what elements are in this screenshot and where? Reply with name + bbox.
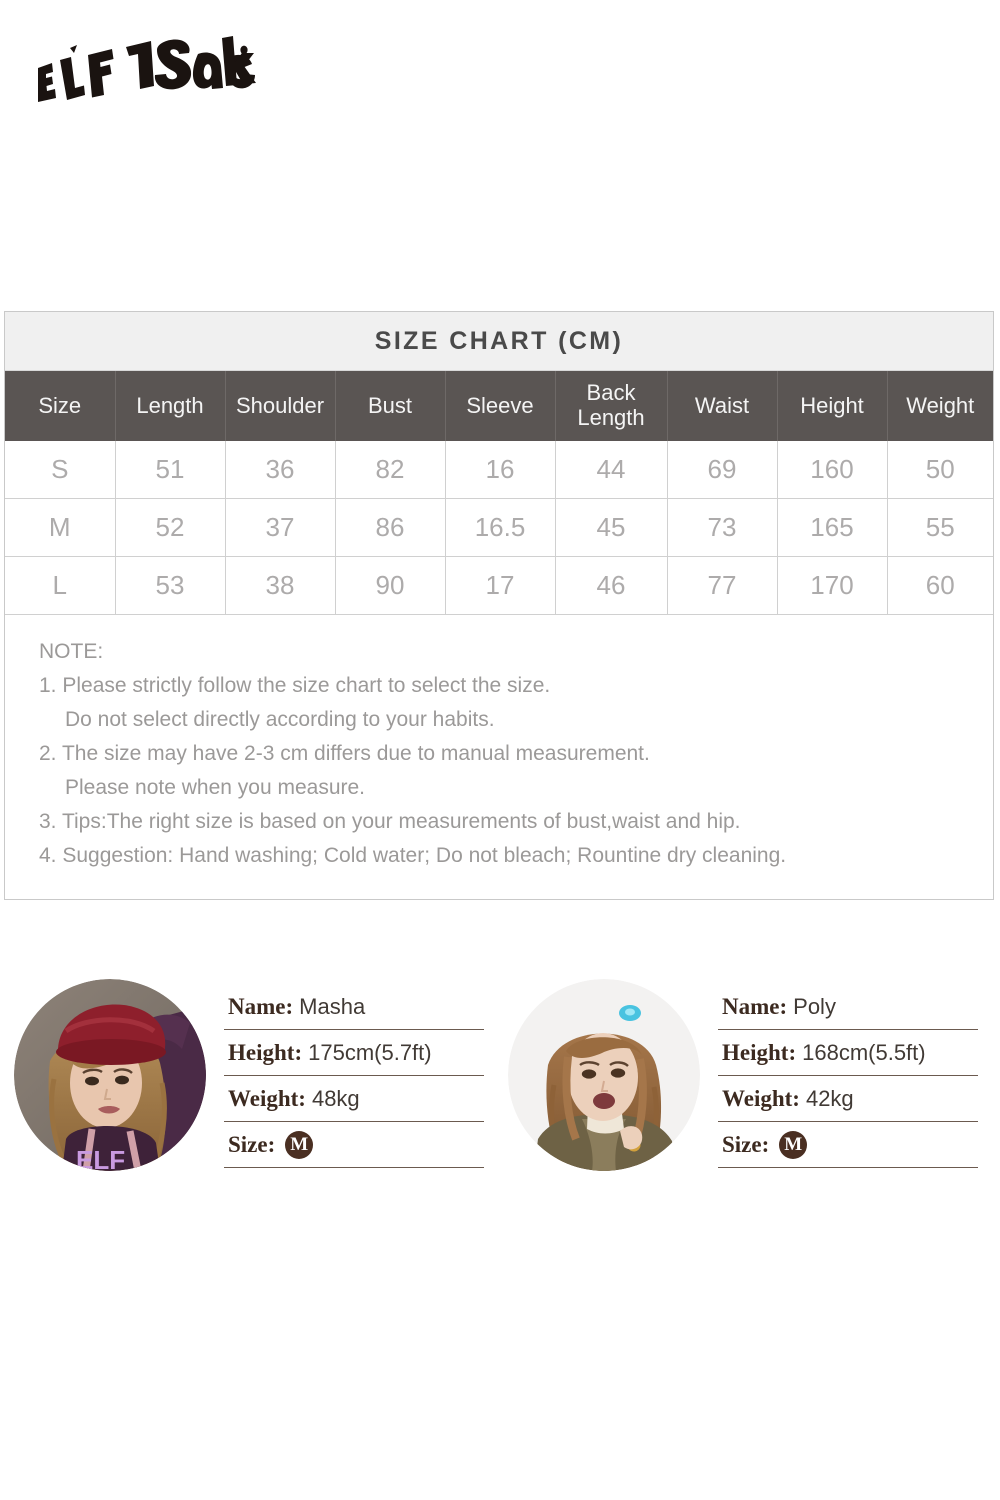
model-size-label: Size: xyxy=(722,1131,770,1157)
note-line-1b: Do not select directly according to your… xyxy=(65,708,495,732)
cell-size: S xyxy=(5,441,116,499)
model-name-label: Name: xyxy=(722,993,788,1019)
column-header-back-length: Back Length xyxy=(555,371,668,441)
column-header-length: Length xyxy=(115,371,226,441)
model-height-value: 175cm(5.7ft) xyxy=(308,1039,432,1065)
model-weight-label: Weight: xyxy=(228,1085,306,1111)
model-height-value: 168cm(5.5ft) xyxy=(802,1039,926,1065)
avatar-photo-icon xyxy=(508,979,700,1171)
model-height-row: Height: 168cm(5.5ft) xyxy=(718,1030,978,1076)
model-name-label: Name: xyxy=(228,993,294,1019)
cell-sleeve: 17 xyxy=(445,556,556,614)
cell-waist: 77 xyxy=(667,556,778,614)
table-row: M 52 37 86 16.5 45 73 165 55 xyxy=(5,498,993,557)
cell-length: 52 xyxy=(115,498,226,557)
column-header-shoulder: Shoulder xyxy=(225,371,336,441)
cell-bust: 86 xyxy=(335,498,446,557)
back-length-line2: Length xyxy=(577,405,645,430)
column-header-weight: Weight xyxy=(887,371,993,441)
note-line-2: 2. The size may have 2-3 cm differs due … xyxy=(39,742,650,766)
cell-shoulder: 37 xyxy=(225,498,336,557)
size-chart-title: SIZE CHART (CM) xyxy=(5,312,993,371)
model-size-label: Size: xyxy=(228,1131,276,1157)
table-header-row: Size Length Shoulder Bust Sleeve Back Le… xyxy=(5,371,993,441)
model-weight-value: 42kg xyxy=(805,1085,854,1111)
note-line-2b: Please note when you measure. xyxy=(65,776,366,800)
brand-logo xyxy=(30,34,260,104)
table-row: L 53 38 90 17 46 77 170 60 xyxy=(5,556,993,614)
model-name-value: Masha xyxy=(299,993,366,1019)
model-info-masha: Name: Masha Height: 175cm(5.7ft) Weight:… xyxy=(224,982,484,1168)
model-size-badge: M xyxy=(285,1130,314,1159)
size-chart-notes: NOTE: 1. Please strictly follow the size… xyxy=(5,614,993,899)
cell-weight: 60 xyxy=(925,570,955,600)
model-weight-value: 48kg xyxy=(311,1085,360,1111)
model-profiles: ELF Name: Masha Height: 175cm(5.7ft) Wei… xyxy=(0,965,1000,1195)
cell-waist: 69 xyxy=(667,441,778,499)
model-avatar-poly xyxy=(508,979,700,1171)
cell-bust: 82 xyxy=(335,441,446,499)
table-row: S 51 36 82 16 44 69 160 50 xyxy=(5,441,993,499)
cell-height: 170 xyxy=(777,556,888,614)
model-size-row: Size: M xyxy=(224,1122,484,1168)
cell-shoulder: 36 xyxy=(225,441,336,499)
cell-size: L xyxy=(5,556,116,614)
column-header-bust: Bust xyxy=(335,371,446,441)
cell-back-length: 44 xyxy=(555,441,668,499)
note-line-1: 1. Please strictly follow the size chart… xyxy=(39,674,551,698)
model-height-row: Height: 175cm(5.7ft) xyxy=(224,1030,484,1076)
model-height-label: Height: xyxy=(228,1039,303,1065)
cell-size: M xyxy=(5,498,116,557)
cell-back-length: 45 xyxy=(555,498,668,557)
cell-sleeve: 16.5 xyxy=(445,498,556,557)
cell-shoulder: 38 xyxy=(225,556,336,614)
avatar-photo-icon: ELF xyxy=(14,979,206,1171)
size-chart-panel: SIZE CHART (CM) Size Length Shoulder Bus… xyxy=(4,311,994,901)
note-line-3: 3. Tips:The right size is based on your … xyxy=(39,810,741,834)
model-card-poly: Name: Poly Height: 168cm(5.5ft) Weight: … xyxy=(508,965,978,1185)
model-avatar-masha: ELF xyxy=(14,979,206,1171)
model-size-row: Size: M xyxy=(718,1122,978,1168)
cell-bust: 90 xyxy=(335,556,446,614)
model-name-value: Poly xyxy=(793,993,836,1019)
cell-waist: 73 xyxy=(667,498,778,557)
column-header-sleeve: Sleeve xyxy=(445,371,556,441)
model-weight-row: Weight: 42kg xyxy=(718,1076,978,1122)
size-chart-table: Size Length Shoulder Bust Sleeve Back Le… xyxy=(5,371,993,614)
model-card-masha: ELF Name: Masha Height: 175cm(5.7ft) Wei… xyxy=(14,965,484,1185)
model-name-row: Name: Poly xyxy=(718,984,978,1030)
model-weight-label: Weight: xyxy=(722,1085,800,1111)
cell-weight: 55 xyxy=(887,498,993,557)
svg-text:ELF: ELF xyxy=(76,1145,125,1171)
model-name-row: Name: Masha xyxy=(224,984,484,1030)
cell-back-length: 46 xyxy=(555,556,668,614)
cell-height: 165 xyxy=(777,498,888,557)
model-info-poly: Name: Poly Height: 168cm(5.5ft) Weight: … xyxy=(718,982,978,1168)
cell-sleeve: 16 xyxy=(445,441,556,499)
cell-weight: 50 xyxy=(887,441,993,499)
model-weight-row: Weight: 48kg xyxy=(224,1076,484,1122)
column-header-waist: Waist xyxy=(667,371,778,441)
model-size-badge: M xyxy=(779,1130,808,1159)
column-header-height: Height xyxy=(777,371,888,441)
elfsack-logo-icon xyxy=(38,36,256,102)
cell-height: 160 xyxy=(777,441,888,499)
column-header-size: Size xyxy=(5,371,116,441)
note-line-4: 4. Suggestion: Hand washing; Cold water;… xyxy=(39,844,787,868)
cell-length: 53 xyxy=(115,556,226,614)
cell-length: 51 xyxy=(115,441,226,499)
model-height-label: Height: xyxy=(722,1039,797,1065)
back-length-line1: Back xyxy=(586,380,636,406)
note-heading: NOTE: xyxy=(39,640,104,663)
